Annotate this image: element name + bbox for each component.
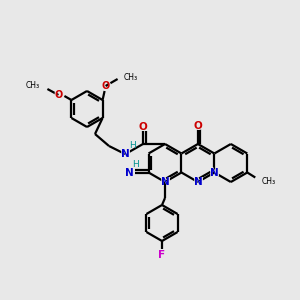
Text: N: N xyxy=(119,148,130,160)
Text: N: N xyxy=(121,149,129,159)
Text: O: O xyxy=(194,121,202,131)
Text: CH₃: CH₃ xyxy=(25,82,39,91)
Text: N: N xyxy=(160,177,169,187)
Text: F: F xyxy=(158,250,166,260)
Text: N: N xyxy=(194,177,202,187)
Text: N: N xyxy=(209,166,220,179)
Text: CH₃: CH₃ xyxy=(124,73,138,82)
Text: O: O xyxy=(54,90,62,100)
Text: O: O xyxy=(53,88,64,101)
Text: O: O xyxy=(139,122,147,132)
Text: N: N xyxy=(159,176,171,188)
Text: O: O xyxy=(101,81,110,91)
Text: N: N xyxy=(125,167,134,178)
Text: N: N xyxy=(124,166,135,179)
Text: O: O xyxy=(100,80,111,92)
Text: H: H xyxy=(132,160,139,169)
Text: F: F xyxy=(158,248,166,262)
Text: CH₃: CH₃ xyxy=(261,177,275,186)
Text: O: O xyxy=(192,119,203,133)
Text: H: H xyxy=(129,140,135,149)
Text: N: N xyxy=(210,167,219,178)
Text: O: O xyxy=(137,121,148,134)
Text: N: N xyxy=(192,176,203,188)
